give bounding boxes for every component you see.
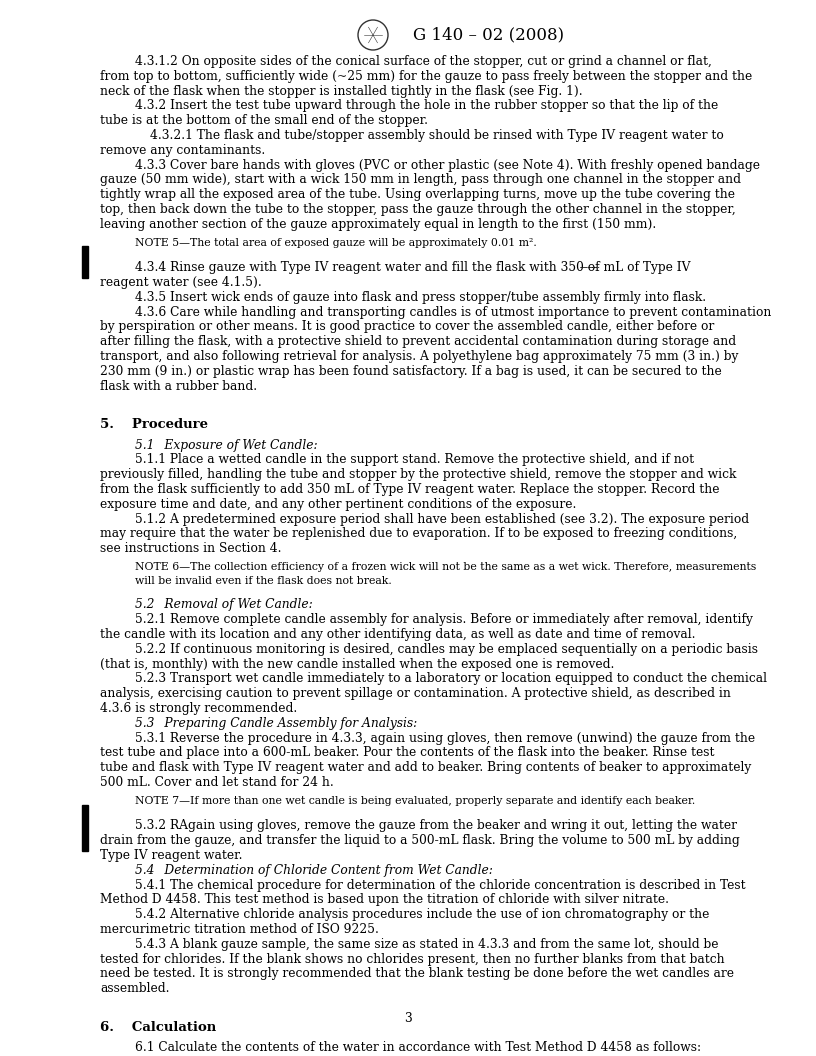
Text: from top to bottom, sufficiently wide (~25 mm) for the gauze to pass freely betw: from top to bottom, sufficiently wide (~…	[100, 70, 752, 82]
Text: 4.3.2.1 The flask and tube/stopper assembly should be rinsed with Type IV reagen: 4.3.2.1 The flask and tube/stopper assem…	[150, 129, 724, 142]
Text: need be tested. It is strongly recommended that the blank testing be done before: need be tested. It is strongly recommend…	[100, 967, 734, 980]
Text: assembled.: assembled.	[100, 982, 170, 995]
Text: tube is at the bottom of the small end of the stopper.: tube is at the bottom of the small end o…	[100, 114, 428, 127]
Text: the candle with its location and any other identifying data, as well as date and: the candle with its location and any oth…	[100, 628, 695, 641]
Text: after filling the flask, with a protective shield to prevent accidental contamin: after filling the flask, with a protecti…	[100, 335, 736, 348]
Text: NOTE 5—The total area of exposed gauze will be approximately 0.01 m².: NOTE 5—The total area of exposed gauze w…	[135, 238, 537, 247]
Text: 5.1.1 Place a wetted candle in the support stand. Remove the protective shield, : 5.1.1 Place a wetted candle in the suppo…	[135, 453, 694, 467]
Text: top, then back down the tube to the stopper, pass the gauze through the other ch: top, then back down the tube to the stop…	[100, 203, 736, 216]
Text: flask with a rubber band.: flask with a rubber band.	[100, 379, 257, 393]
Text: drain from the gauze, and transfer the liquid to a 500-mL flask. Bring the volum: drain from the gauze, and transfer the l…	[100, 834, 740, 847]
Text: 5.4  Determination of Chloride Content from Wet Candle:: 5.4 Determination of Chloride Content fr…	[135, 864, 493, 876]
Bar	[82, 246, 88, 278]
Text: 500 mL. Cover and let stand for 24 h.: 500 mL. Cover and let stand for 24 h.	[100, 776, 334, 789]
Text: gauze (50 mm wide), start with a wick 150 mm in length, pass through one channel: gauze (50 mm wide), start with a wick 15…	[100, 173, 741, 187]
Text: see instructions in Section 4.: see instructions in Section 4.	[100, 543, 282, 555]
Text: by perspiration or other means. It is good practice to cover the assembled candl: by perspiration or other means. It is go…	[100, 320, 714, 334]
Text: 5.1.2 A predetermined exposure period shall have been established (see 3.2). The: 5.1.2 A predetermined exposure period sh…	[135, 513, 749, 526]
Text: 4.3.6 Care while handling and transporting candles is of utmost importance to pr: 4.3.6 Care while handling and transporti…	[135, 305, 771, 319]
Text: (that is, monthly) with the new candle installed when the exposed one is removed: (that is, monthly) with the new candle i…	[100, 658, 614, 671]
Text: 6.1 Calculate the contents of the water in accordance with Test Method D 4458 as: 6.1 Calculate the contents of the water …	[135, 1041, 701, 1054]
Text: from the flask sufficiently to add 350 mL of Type IV reagent water. Replace the : from the flask sufficiently to add 350 m…	[100, 483, 720, 496]
Text: 4.3.2 Insert the test tube upward through the hole in the rubber stopper so that: 4.3.2 Insert the test tube upward throug…	[135, 99, 718, 112]
Text: tube and flask with Type IV reagent water and add to beaker. Bring contents of b: tube and flask with Type IV reagent wate…	[100, 761, 752, 774]
Text: 5.2.1 Remove complete candle assembly for analysis. Before or immediately after : 5.2.1 Remove complete candle assembly fo…	[135, 614, 753, 626]
Text: Method D 4458. This test method is based upon the titration of chloride with sil: Method D 4458. This test method is based…	[100, 893, 669, 906]
Text: remove any contaminants.: remove any contaminants.	[100, 144, 265, 156]
Text: 5.1  Exposure of Wet Candle:: 5.1 Exposure of Wet Candle:	[135, 438, 317, 452]
Bar	[82, 805, 88, 851]
Text: 6.  Calculation: 6. Calculation	[100, 1021, 216, 1034]
Text: 4.3.1.2 On opposite sides of the conical surface of the stopper, cut or grind a : 4.3.1.2 On opposite sides of the conical…	[135, 55, 712, 68]
Text: Type IV reagent water.: Type IV reagent water.	[100, 849, 242, 862]
Text: will be invalid even if the flask does not break.: will be invalid even if the flask does n…	[135, 576, 392, 586]
Text: test tube and place into a 600-mL beaker. Pour the contents of the flask into th: test tube and place into a 600-mL beaker…	[100, 747, 715, 759]
Text: tested for chlorides. If the blank shows no chlorides present, then no further b: tested for chlorides. If the blank shows…	[100, 953, 725, 965]
Text: neck of the flask when the stopper is installed tightly in the flask (see Fig. 1: neck of the flask when the stopper is in…	[100, 84, 583, 97]
Text: exposure time and date, and any other pertinent conditions of the exposure.: exposure time and date, and any other pe…	[100, 497, 576, 511]
Text: 4.3.4 Rinse gauze with Type IV reagent water and fill the flask with 350 ̶o̶f̶ m: 4.3.4 Rinse gauze with Type IV reagent w…	[135, 261, 690, 275]
Text: 4.3.6 is strongly recommended.: 4.3.6 is strongly recommended.	[100, 702, 297, 715]
Text: 3: 3	[404, 1012, 412, 1025]
Text: leaving another section of the gauze approximately equal in length to the first : leaving another section of the gauze app…	[100, 218, 656, 231]
Text: 5.3.2 RAgain using gloves, remove the gauze from the beaker and wring it out, le: 5.3.2 RAgain using gloves, remove the ga…	[135, 819, 737, 832]
Text: transport, and also following retrieval for analysis. A polyethylene bag approxi: transport, and also following retrieval …	[100, 350, 738, 363]
Text: 5.4.3 A blank gauze sample, the same size as stated in 4.3.3 and from the same l: 5.4.3 A blank gauze sample, the same siz…	[135, 938, 719, 950]
Text: NOTE 7—If more than one wet candle is being evaluated, properly separate and ide: NOTE 7—If more than one wet candle is be…	[135, 796, 695, 806]
Text: 5.2.2 If continuous monitoring is desired, candles may be emplaced sequentially : 5.2.2 If continuous monitoring is desire…	[135, 643, 758, 656]
Text: analysis, exercising caution to prevent spillage or contamination. A protective : analysis, exercising caution to prevent …	[100, 687, 731, 700]
Text: reagent water (see 4.1.5).: reagent water (see 4.1.5).	[100, 276, 262, 289]
Text: previously filled, handling the tube and stopper by the protective shield, remov: previously filled, handling the tube and…	[100, 468, 736, 482]
Text: 230 mm (9 in.) or plastic wrap has been found satisfactory. If a bag is used, it: 230 mm (9 in.) or plastic wrap has been …	[100, 364, 721, 378]
Text: 5.4.2 Alternative chloride analysis procedures include the use of ion chromatogr: 5.4.2 Alternative chloride analysis proc…	[135, 908, 709, 921]
Text: tightly wrap all the exposed area of the tube. Using overlapping turns, move up : tightly wrap all the exposed area of the…	[100, 188, 735, 202]
Text: 5.3  Preparing Candle Assembly for Analysis:: 5.3 Preparing Candle Assembly for Analys…	[135, 717, 417, 730]
Text: 5.2  Removal of Wet Candle:: 5.2 Removal of Wet Candle:	[135, 599, 313, 611]
Text: 5.  Procedure: 5. Procedure	[100, 418, 208, 432]
Text: 5.2.3 Transport wet candle immediately to a laboratory or location equipped to c: 5.2.3 Transport wet candle immediately t…	[135, 673, 767, 685]
Text: mercurimetric titration method of ISO 9225.: mercurimetric titration method of ISO 92…	[100, 923, 379, 936]
Text: G 140 – 02 (2008): G 140 – 02 (2008)	[413, 26, 564, 43]
Text: 5.4.1 The chemical procedure for determination of the chloride concentration is : 5.4.1 The chemical procedure for determi…	[135, 879, 746, 891]
Text: 4.3.3 Cover bare hands with gloves (PVC or other plastic (see Note 4). With fres: 4.3.3 Cover bare hands with gloves (PVC …	[135, 158, 760, 171]
Text: may require that the water be replenished due to evaporation. If to be exposed t: may require that the water be replenishe…	[100, 528, 737, 541]
Text: 4.3.5 Insert wick ends of gauze into flask and press stopper/tube assembly firml: 4.3.5 Insert wick ends of gauze into fla…	[135, 290, 706, 304]
Text: 5.3.1 Reverse the procedure in 4.3.3, again using gloves, then remove (unwind) t: 5.3.1 Reverse the procedure in 4.3.3, ag…	[135, 732, 755, 744]
Text: NOTE 6—The collection efficiency of a frozen wick will not be the same as a wet : NOTE 6—The collection efficiency of a fr…	[135, 562, 756, 572]
